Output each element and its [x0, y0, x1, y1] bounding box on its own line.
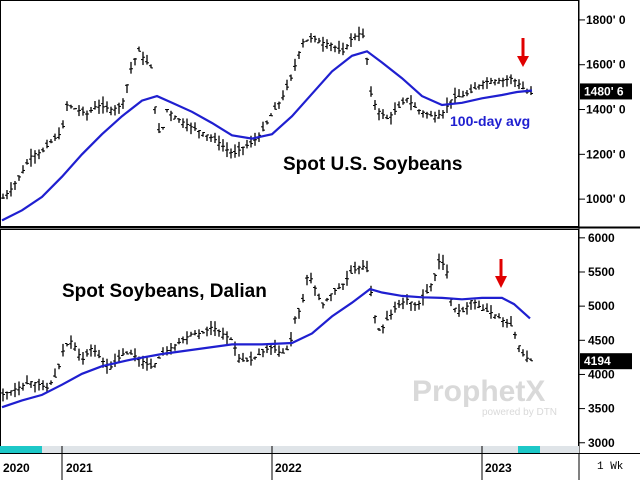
- top-last-value-box: [580, 83, 632, 100]
- top-red-arrow: [517, 38, 529, 67]
- y-tick-label: 4000: [588, 367, 615, 381]
- top-last-value: 1480' 6: [584, 84, 624, 98]
- x-label-2021: 2021: [66, 461, 93, 475]
- time-scroll-segment-right: [518, 446, 540, 453]
- bottom-last-value: 4194: [584, 354, 611, 368]
- avg-line-label: 100-day avg: [450, 113, 530, 129]
- y-tick-label: 3500: [588, 402, 615, 416]
- bottom-price-bars: [1, 253, 533, 402]
- y-tick-label: 1600' 0: [586, 58, 626, 72]
- y-tick-label: 3000: [588, 436, 615, 450]
- y-tick-label: 5000: [588, 299, 615, 313]
- top-chart-title: Spot U.S. Soybeans: [283, 154, 462, 175]
- y-tick-label: 1200' 0: [586, 147, 626, 161]
- watermark-sub-text: powered by DTN: [482, 407, 557, 418]
- bottom-chart-title: Spot Soybeans, Dalian: [62, 281, 267, 302]
- bottom-last-value-box: [580, 353, 632, 370]
- y-tick-label: 1000' 0: [586, 192, 626, 206]
- y-tick-label: 1800' 0: [586, 13, 626, 27]
- bottom-panel-frame: [0, 229, 579, 454]
- watermark-logo-text: ProphetX: [412, 375, 545, 408]
- y-tick-label: 1400' 0: [586, 103, 626, 117]
- x-label-2023: 2023: [485, 461, 512, 475]
- period-label[interactable]: 1 Wk: [597, 461, 624, 473]
- y-tick-label: 5500: [588, 265, 615, 279]
- time-scrollbar[interactable]: [0, 446, 579, 453]
- x-label-2022: 2022: [275, 461, 302, 475]
- x-label-2020: 2020: [3, 461, 30, 475]
- time-scroll-segment-left: [0, 446, 42, 453]
- top-avg-line: [1, 50, 533, 222]
- bottom-red-arrow: [495, 259, 507, 288]
- y-tick-label: 6000: [588, 231, 615, 245]
- bottom-avg-line: [1, 287, 531, 409]
- y-tick-label: 4500: [588, 333, 615, 347]
